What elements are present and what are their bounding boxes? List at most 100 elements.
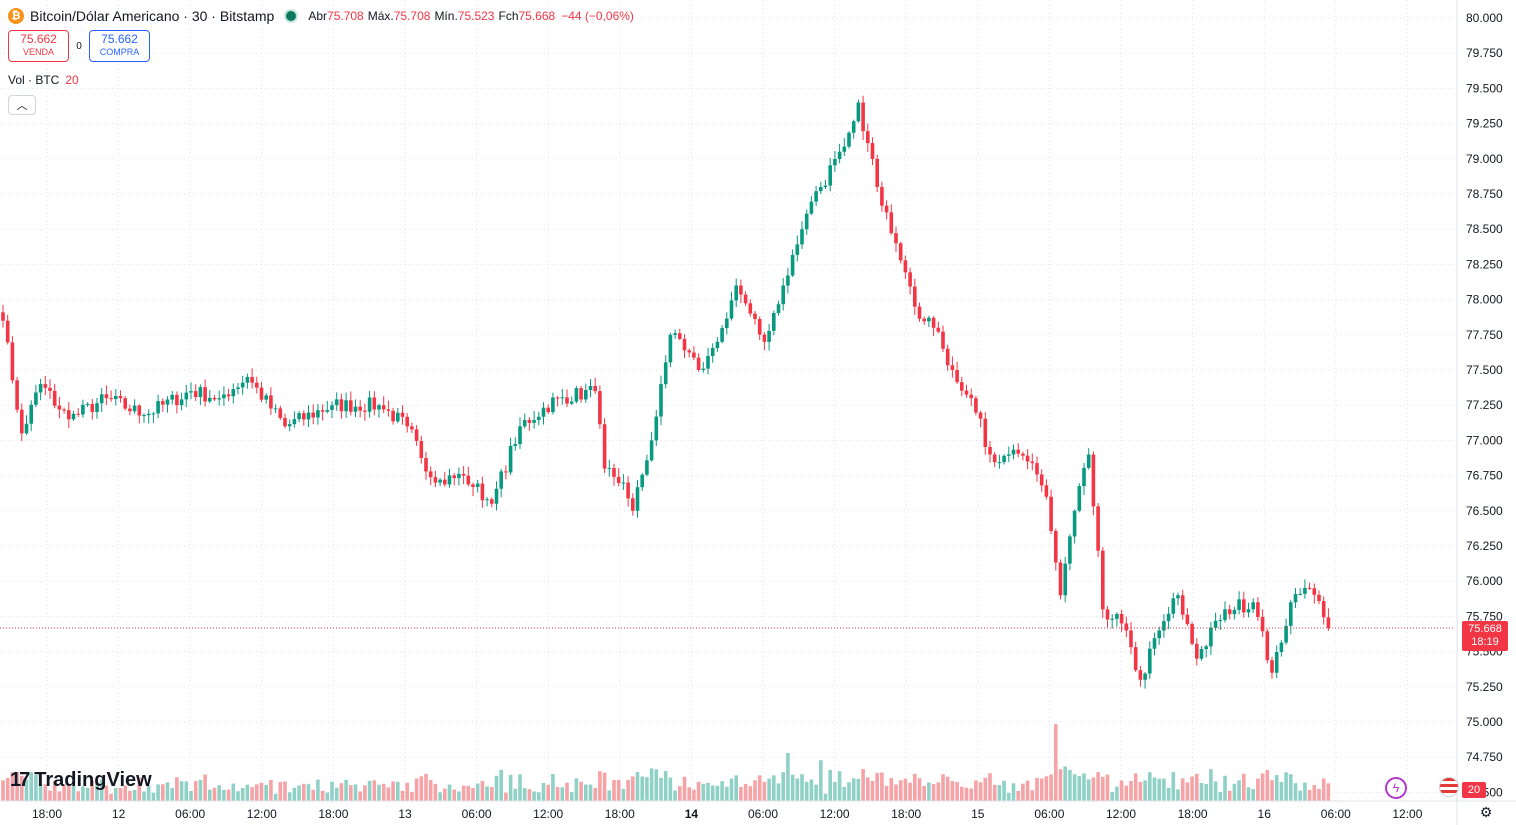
volume-bar — [851, 778, 856, 801]
volume-legend[interactable]: Vol · BTC 20 — [8, 73, 79, 87]
volume-bar — [931, 784, 936, 801]
candle — [1049, 489, 1053, 535]
volume-bar — [640, 776, 644, 801]
volume-bar — [240, 788, 245, 801]
volume-bar — [555, 787, 560, 801]
gear-icon[interactable]: ⚙ — [1479, 803, 1493, 820]
flash-icon[interactable]: ϟ — [1385, 777, 1407, 799]
price-tick-label: 74.750 — [1466, 750, 1503, 764]
price-tick-label: 77.750 — [1466, 328, 1503, 342]
volume-bar — [161, 784, 165, 801]
time-tick-label: 06:00 — [462, 807, 492, 821]
volume-bar — [1227, 790, 1232, 801]
candle — [353, 399, 358, 418]
volume-bar — [325, 792, 330, 801]
price-tick-label: 77.250 — [1466, 398, 1503, 412]
candle — [57, 396, 62, 419]
candle — [997, 454, 1002, 469]
bitcoin-icon[interactable]: ₿ — [8, 8, 24, 24]
volume-bar — [114, 788, 118, 801]
price-tick-label: 79.500 — [1466, 81, 1503, 95]
candle — [1096, 503, 1100, 558]
candle — [537, 411, 541, 426]
candle — [668, 332, 673, 367]
volume-bar — [189, 790, 193, 801]
volume-bar — [334, 787, 339, 801]
candle — [161, 398, 165, 412]
candle — [1025, 449, 1030, 470]
candle — [76, 408, 80, 418]
candle — [1101, 547, 1105, 619]
candle — [875, 154, 879, 193]
candle — [725, 312, 729, 335]
volume-bar — [461, 785, 466, 801]
candle — [217, 390, 221, 406]
candle — [1082, 462, 1086, 496]
time-tick-label: 18:00 — [318, 807, 348, 821]
volume-bar — [1251, 789, 1255, 801]
high-value: 75.708 — [393, 9, 431, 23]
candle — [1039, 469, 1044, 492]
volume-bar — [447, 784, 452, 801]
volume-bar — [936, 782, 941, 801]
candle — [866, 123, 870, 152]
volume-bar — [809, 779, 814, 801]
candle — [1326, 608, 1331, 631]
candle — [706, 347, 710, 375]
tradingview-logo[interactable]: 17 TradingView — [10, 767, 152, 793]
collapse-legend-button[interactable]: ︿ — [8, 95, 36, 115]
candle — [165, 396, 170, 413]
volume-bar — [52, 781, 57, 801]
time-axis[interactable]: 18:00 12 06:00 12:00 18:00 13 06:00 12:00 18:00 1… — [0, 800, 1516, 821]
tradingview-logo-icon: 17 — [10, 768, 30, 791]
candle — [38, 378, 43, 401]
volume-bar — [941, 774, 945, 801]
symbol-title[interactable]: Bitcoin/Dólar Americano · 30 · Bitstamp — [30, 8, 275, 24]
volume-bar — [1011, 783, 1016, 801]
volume-bar — [1326, 783, 1331, 801]
last-price-value: 75.668 — [1468, 623, 1502, 635]
tradingview-logo-text: TradingView — [34, 768, 152, 791]
buy-button[interactable]: 75.662 COMPRA — [89, 30, 150, 62]
candle — [264, 393, 268, 404]
candle — [1077, 483, 1082, 513]
volume-bar — [898, 780, 903, 801]
volume-bar — [156, 784, 160, 801]
candle — [90, 398, 95, 420]
candle — [1317, 590, 1321, 605]
candle — [1133, 641, 1138, 673]
market-status-icon[interactable] — [286, 11, 297, 21]
candle — [226, 388, 231, 402]
candle — [654, 409, 659, 447]
candle — [522, 413, 527, 429]
candle — [851, 119, 856, 139]
candle — [504, 465, 508, 480]
volume-bar — [1218, 791, 1223, 801]
candle — [325, 400, 330, 414]
volume-bars — [1, 724, 1331, 801]
volume-bar — [1265, 769, 1270, 801]
volume-bar — [1303, 782, 1307, 801]
candle — [1303, 579, 1307, 599]
candle — [372, 391, 377, 416]
time-tick-label: 12:00 — [533, 807, 563, 821]
flag-icon[interactable] — [1439, 777, 1459, 797]
volume-bar — [386, 787, 391, 801]
candle — [1138, 666, 1143, 687]
volume-bar — [231, 783, 236, 801]
candle — [1016, 443, 1020, 458]
price-axis[interactable]: 80.000 79.750 79.500 79.250 79.000 78.750 78.5… — [1456, 0, 1503, 825]
volume-bar — [743, 783, 748, 801]
candle — [663, 355, 668, 389]
candle — [969, 388, 973, 407]
volume-bar — [1082, 773, 1086, 801]
sell-button[interactable]: 75.662 VENDA — [8, 30, 69, 62]
candle — [297, 410, 301, 423]
volume-bar — [457, 791, 461, 801]
candle — [513, 437, 518, 451]
candle — [1002, 454, 1006, 465]
candle — [490, 497, 494, 508]
candle — [1298, 588, 1302, 596]
volume-bar — [823, 793, 828, 801]
